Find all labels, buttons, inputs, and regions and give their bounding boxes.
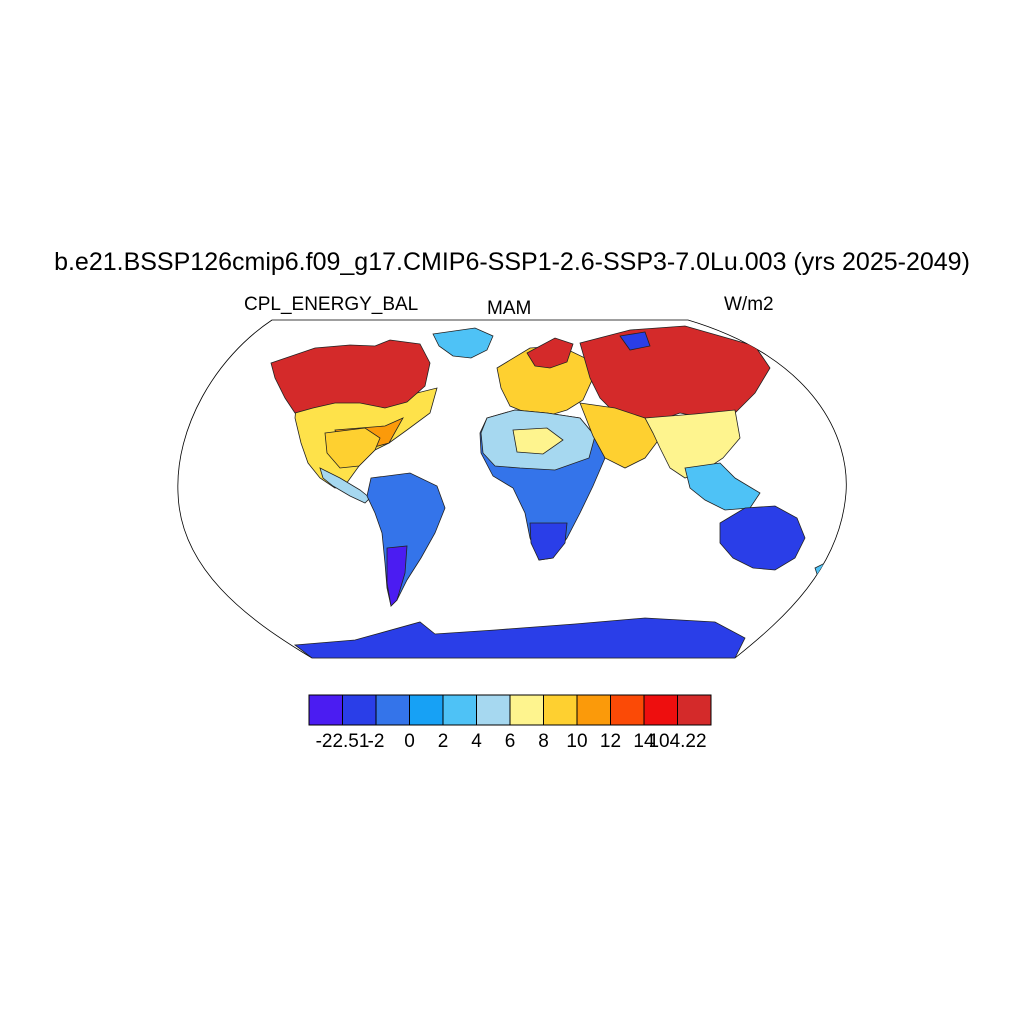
greenland xyxy=(432,327,494,359)
colorbar-swatch xyxy=(576,694,611,726)
colorbar-tick-label: 2 xyxy=(437,731,449,752)
africa-south xyxy=(529,522,568,561)
colorbar-swatch xyxy=(643,694,678,726)
colorbar-tick-label: 10 xyxy=(566,731,588,752)
arctic-siberia-patch xyxy=(619,331,651,351)
colorbar-swatch xyxy=(543,694,578,726)
colorbar-tick-label: 104.22 xyxy=(648,731,707,752)
plot-title: b.e21.BSSP126cmip6.f09_g17.CMIP6-SSP1-2.… xyxy=(54,248,970,276)
colorbar-tick-label: 8 xyxy=(538,731,549,752)
colorbar-swatch xyxy=(610,694,645,726)
colorbar-swatch xyxy=(476,694,511,726)
colorbar-swatch xyxy=(308,694,343,726)
colorbar-tick-label: 4 xyxy=(471,731,482,752)
antarctica xyxy=(293,617,746,658)
scandinavia xyxy=(526,337,574,369)
sahara-center xyxy=(512,427,564,455)
colorbar-swatch xyxy=(409,694,444,726)
colorbar-swatch xyxy=(442,694,477,726)
season-label: MAM xyxy=(487,298,532,319)
colorbar-tick-label: 0 xyxy=(404,731,415,752)
north-america-arctic xyxy=(270,339,431,414)
colorbar-tick-label: 12 xyxy=(599,731,622,752)
colorbar-tick-label: 6 xyxy=(504,731,516,752)
middle-east xyxy=(579,402,661,469)
australia xyxy=(719,505,806,571)
variable-label: CPL_ENERGY_BAL xyxy=(244,294,419,315)
units-label: W/m2 xyxy=(724,294,774,315)
world-map xyxy=(177,319,847,659)
colorbar-swatch xyxy=(342,694,377,726)
colorbar-tick-label: -22.51 xyxy=(315,731,370,752)
colorbar-tick-label: 14 xyxy=(633,731,655,752)
south-america-south xyxy=(386,545,408,607)
north-america-southeast xyxy=(324,427,381,469)
colorbar-swatch xyxy=(677,694,712,726)
colorbar-swatch xyxy=(375,694,410,726)
central-america xyxy=(319,467,371,504)
colorbar-swatch xyxy=(509,694,544,726)
eurasia-north xyxy=(579,325,771,421)
colorbar-tick-label: -2 xyxy=(367,731,385,752)
colorbar xyxy=(308,694,712,726)
